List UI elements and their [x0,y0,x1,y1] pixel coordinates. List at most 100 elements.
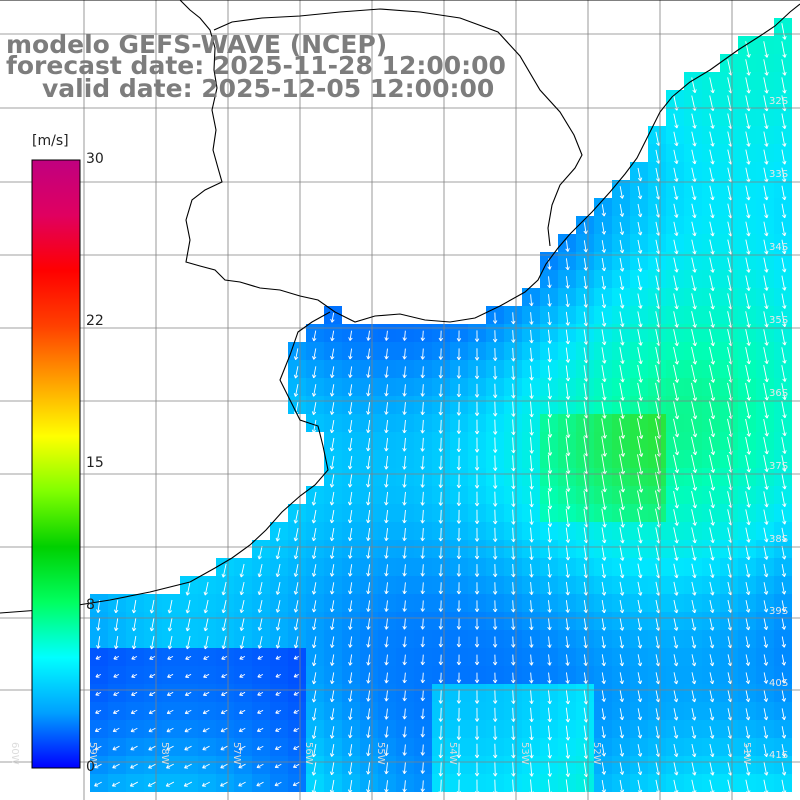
wind-arrow [492,330,498,343]
wind-arrow [402,419,407,434]
wind-speed-cell [648,504,666,522]
wind-arrow [601,545,607,561]
wind-arrow [529,600,534,613]
wind-arrow [547,527,552,543]
wind-arrow [601,599,607,614]
wind-arrow [709,618,715,631]
wind-arrow [781,347,787,364]
wind-speed-cell [738,36,756,54]
wind-arrow [492,312,498,324]
wind-arrow [709,636,715,649]
wind-arrow [565,240,570,252]
wind-speed-cell [108,774,126,792]
wind-speed-cell [594,432,612,450]
wind-arrow [547,472,553,492]
wind-arrow [184,709,192,715]
wind-arrow [456,419,462,434]
wind-arrow [184,691,192,697]
wind-arrow [547,311,552,326]
wind-speed-cell [162,756,180,774]
wind-arrow [474,725,480,740]
wind-arrow [402,600,407,612]
wind-arrow [114,618,119,632]
wind-speed-cell [144,738,162,756]
wind-arrow [637,690,643,703]
wind-arrow [781,636,786,648]
wind-arrow [565,347,571,363]
wind-arrow [745,203,751,219]
wind-arrow [529,329,534,344]
wind-arrow [619,257,625,272]
wind-arrow [275,727,282,732]
wind-arrow [781,761,787,776]
wind-arrow [221,655,228,660]
wind-arrow [565,689,571,705]
wind-arrow [781,509,787,525]
wind-arrow [384,636,389,648]
wind-arrow [529,455,534,472]
wind-arrow [637,293,643,309]
wind-arrow [402,509,407,524]
wind-arrow [763,382,769,401]
wind-arrow [529,545,534,560]
wind-speed-cell [612,486,630,504]
wind-speed-cell [666,414,684,432]
wind-arrow [691,690,697,703]
wind-arrow [366,384,371,397]
wind-arrow [637,618,643,631]
wind-arrow [529,419,534,436]
wind-arrow [274,763,282,769]
wind-arrow [565,329,571,345]
wind-speed-cell [738,378,756,396]
wind-arrow [529,401,534,418]
wind-arrow [311,384,317,397]
wind-arrow [474,330,480,342]
wind-speed-cell [738,54,756,72]
wind-arrow [673,672,679,685]
wind-speed-cell [702,126,720,144]
wind-arrow [691,275,697,292]
latitude-label: 41S [769,750,788,761]
wind-arrow [366,744,371,757]
wind-arrow [601,222,606,235]
latitude-label: 36S [769,388,788,399]
longitude-label: 58W [159,742,170,765]
colorbar-unit: [m/s] [32,133,69,149]
wind-speed-cell [720,414,738,432]
wind-arrow [402,582,407,595]
wind-arrow [238,727,246,733]
wind-speed-cell [648,486,666,504]
latitude-label: 33S [769,169,788,180]
wind-arrow [601,779,607,794]
wind-speed-cell [720,90,738,108]
wind-arrow [203,655,210,660]
wind-speed-cell [684,432,702,450]
wind-arrow [293,745,300,750]
wind-speed-cell [720,126,738,144]
wind-arrow [691,581,697,596]
wind-arrow [745,563,751,578]
wind-arrow [673,275,679,291]
wind-arrow [637,311,643,328]
wind-arrow [348,402,353,415]
wind-arrow [637,563,643,579]
wind-arrow [745,636,751,649]
wind-arrow [763,636,769,648]
wind-arrow [420,762,425,774]
wind-arrow [529,636,534,648]
wind-arrow [511,509,516,525]
wind-arrow [112,727,120,733]
wind-arrow [619,690,624,703]
wind-arrow [583,761,589,778]
wind-arrow [348,384,353,397]
wind-arrow [456,707,462,722]
wind-arrow [311,672,317,685]
wind-arrow [348,348,353,360]
wind-arrow [420,744,425,756]
wind-arrow [601,329,607,346]
wind-speed-cell [738,342,756,360]
colorbar-tick-label: 22 [86,313,104,330]
wind-arrow [384,348,389,360]
wind-speed-cell [684,288,702,306]
